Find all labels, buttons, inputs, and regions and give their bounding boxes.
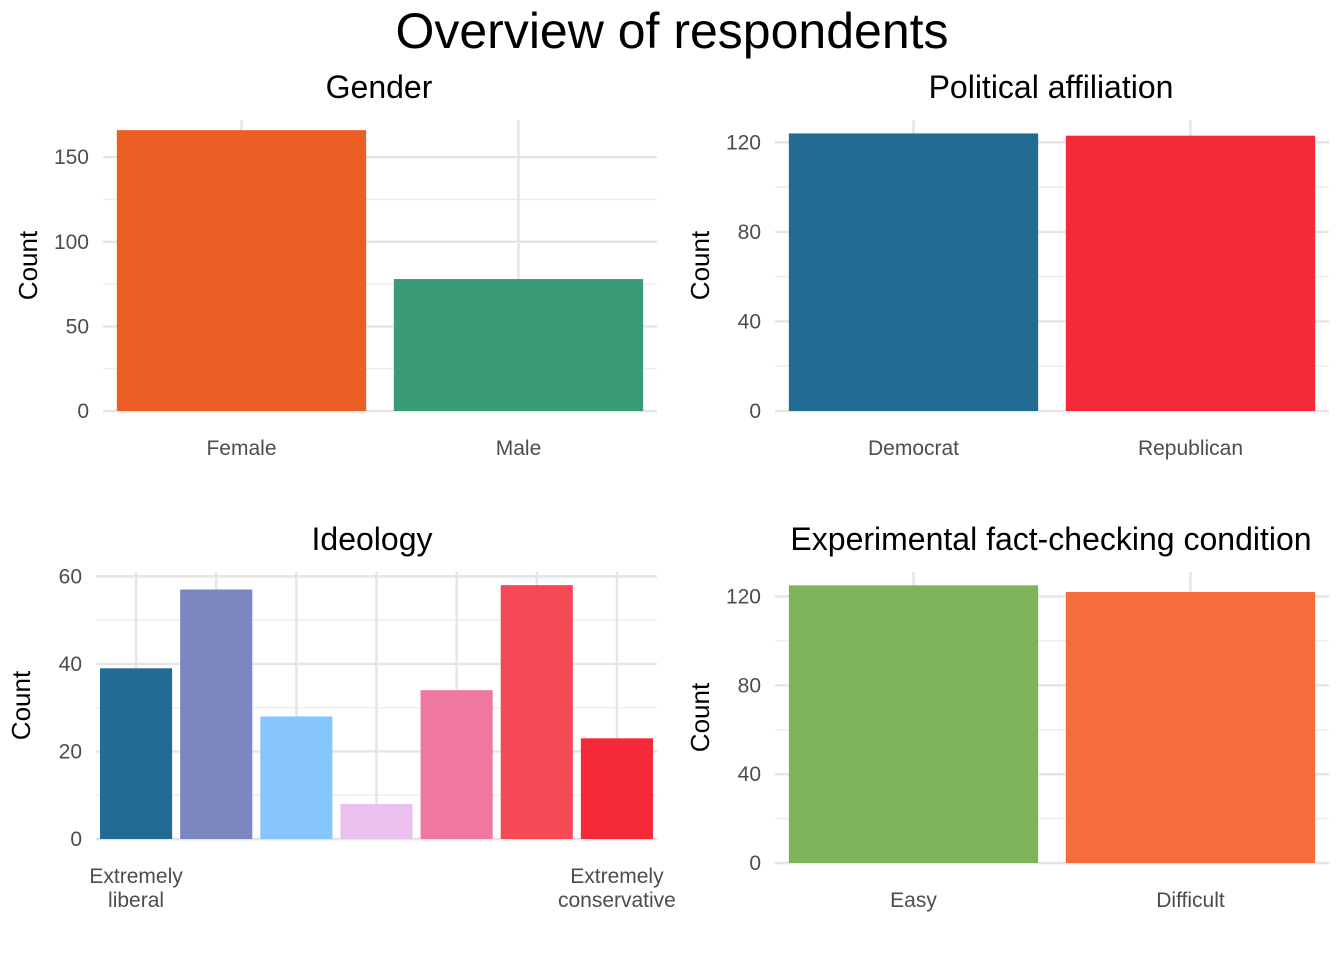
y-tick-label: 120 bbox=[726, 585, 761, 608]
bar-blank-5 bbox=[500, 585, 573, 839]
bar-blank-2 bbox=[260, 716, 333, 839]
bar-democrat bbox=[788, 133, 1039, 411]
x-tick-label: Democrat bbox=[868, 437, 959, 460]
bar-extremely-conservative bbox=[580, 738, 653, 839]
main-title: Overview of respondents bbox=[395, 3, 949, 59]
y-tick-label: 40 bbox=[738, 310, 761, 333]
x-tick-label: Extremely liberal bbox=[89, 865, 183, 912]
panel-title: Ideology bbox=[312, 521, 433, 557]
y-axis-label: Count bbox=[685, 230, 715, 300]
y-tick-label: 100 bbox=[54, 231, 89, 254]
bar-easy bbox=[788, 585, 1039, 863]
panel-title: Experimental fact-checking condition bbox=[790, 521, 1311, 557]
bar-blank-3 bbox=[340, 803, 413, 839]
y-tick-label: 40 bbox=[59, 653, 82, 676]
gender-chart: Gender Count 0 50 100 150 Female Male bbox=[13, 69, 657, 460]
x-tick-label: Male bbox=[496, 437, 542, 460]
y-tick-label: 80 bbox=[738, 674, 761, 697]
y-tick-label: 0 bbox=[70, 828, 82, 851]
panel-title: Gender bbox=[326, 69, 433, 105]
y-tick-label: 0 bbox=[749, 852, 761, 875]
y-tick-label: 0 bbox=[77, 400, 89, 423]
bar-female bbox=[116, 130, 367, 411]
x-tick-label: Easy bbox=[890, 889, 937, 912]
x-tick-label: Republican bbox=[1138, 437, 1243, 460]
bar-republican bbox=[1065, 135, 1316, 411]
bar-blank-4 bbox=[420, 690, 493, 839]
ideology-chart: Ideology Count 0 20 40 60 Extremely liberal Extr… bbox=[6, 521, 676, 912]
bar-blank-1 bbox=[180, 589, 253, 839]
y-tick-label: 120 bbox=[726, 131, 761, 154]
y-axis-label: Count bbox=[13, 230, 43, 300]
y-tick-label: 80 bbox=[738, 221, 761, 244]
y-tick-label: 60 bbox=[59, 565, 82, 588]
y-tick-label: 20 bbox=[59, 740, 82, 763]
panel-title: Political affiliation bbox=[929, 69, 1174, 105]
bar-difficult bbox=[1065, 591, 1316, 863]
fact-checking-condition-chart: Experimental fact-checking condition Coun… bbox=[685, 521, 1329, 912]
y-tick-label: 40 bbox=[738, 763, 761, 786]
y-tick-label: 50 bbox=[66, 315, 89, 338]
bar-extremely-liberal bbox=[100, 668, 173, 839]
x-tick-label: Difficult bbox=[1156, 889, 1225, 912]
x-tick-label: Extremely conservative bbox=[558, 865, 676, 912]
y-axis-label: Count bbox=[685, 682, 715, 752]
bar-male bbox=[393, 279, 644, 411]
y-axis-label: Count bbox=[6, 670, 36, 740]
political-affiliation-chart: Political affiliation Count 0 40 80 120 Democr… bbox=[685, 69, 1329, 460]
y-tick-label: 0 bbox=[749, 400, 761, 423]
x-tick-label: Female bbox=[206, 437, 276, 460]
y-tick-label: 150 bbox=[54, 146, 89, 169]
